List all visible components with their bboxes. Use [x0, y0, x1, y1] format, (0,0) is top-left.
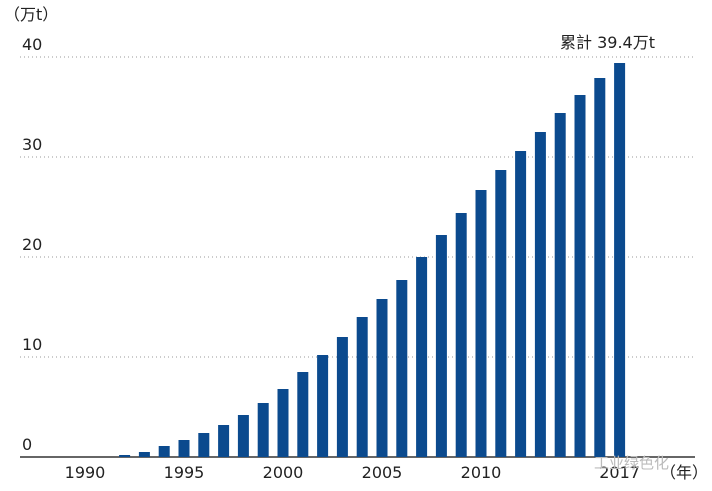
bar — [534, 132, 546, 457]
x-tick-label: 2000 — [263, 463, 304, 482]
y-tick-label: 0 — [22, 435, 32, 454]
bar — [515, 151, 527, 457]
x-tick-label: 1995 — [164, 463, 205, 482]
x-tick-label: 2010 — [461, 463, 502, 482]
y-tick-label: 40 — [22, 35, 42, 54]
bar — [277, 389, 289, 457]
bar — [435, 235, 447, 457]
bar — [317, 355, 329, 457]
bar — [297, 372, 309, 457]
y-tick-label: 10 — [22, 335, 42, 354]
bar — [119, 455, 131, 457]
bar — [138, 452, 150, 457]
bar — [376, 299, 388, 457]
bar — [257, 403, 269, 457]
bar — [416, 257, 428, 457]
x-tick-label: 2005 — [362, 463, 403, 482]
bar — [475, 190, 487, 457]
bar — [178, 440, 190, 457]
bar — [594, 78, 606, 457]
y-tick-label: 30 — [22, 135, 42, 154]
watermark: 工业绿色化 — [594, 454, 669, 472]
bar — [356, 317, 368, 457]
bar — [237, 415, 249, 457]
annotation: 累計 39.4万t — [560, 33, 655, 52]
bar — [198, 433, 210, 457]
bar — [614, 63, 626, 457]
x-tick-label: 2017 — [599, 463, 640, 482]
bar — [218, 425, 230, 457]
bar — [455, 213, 467, 457]
y-tick-label: 20 — [22, 235, 42, 254]
y-axis-label: （万t） — [4, 5, 58, 24]
bar — [495, 170, 507, 457]
x-axis-label: （年） — [660, 463, 708, 482]
x-tick-label: 1990 — [65, 463, 106, 482]
bar — [396, 280, 408, 457]
bar — [574, 95, 586, 457]
bar — [158, 446, 170, 457]
bar — [554, 113, 566, 457]
bar — [336, 337, 348, 457]
